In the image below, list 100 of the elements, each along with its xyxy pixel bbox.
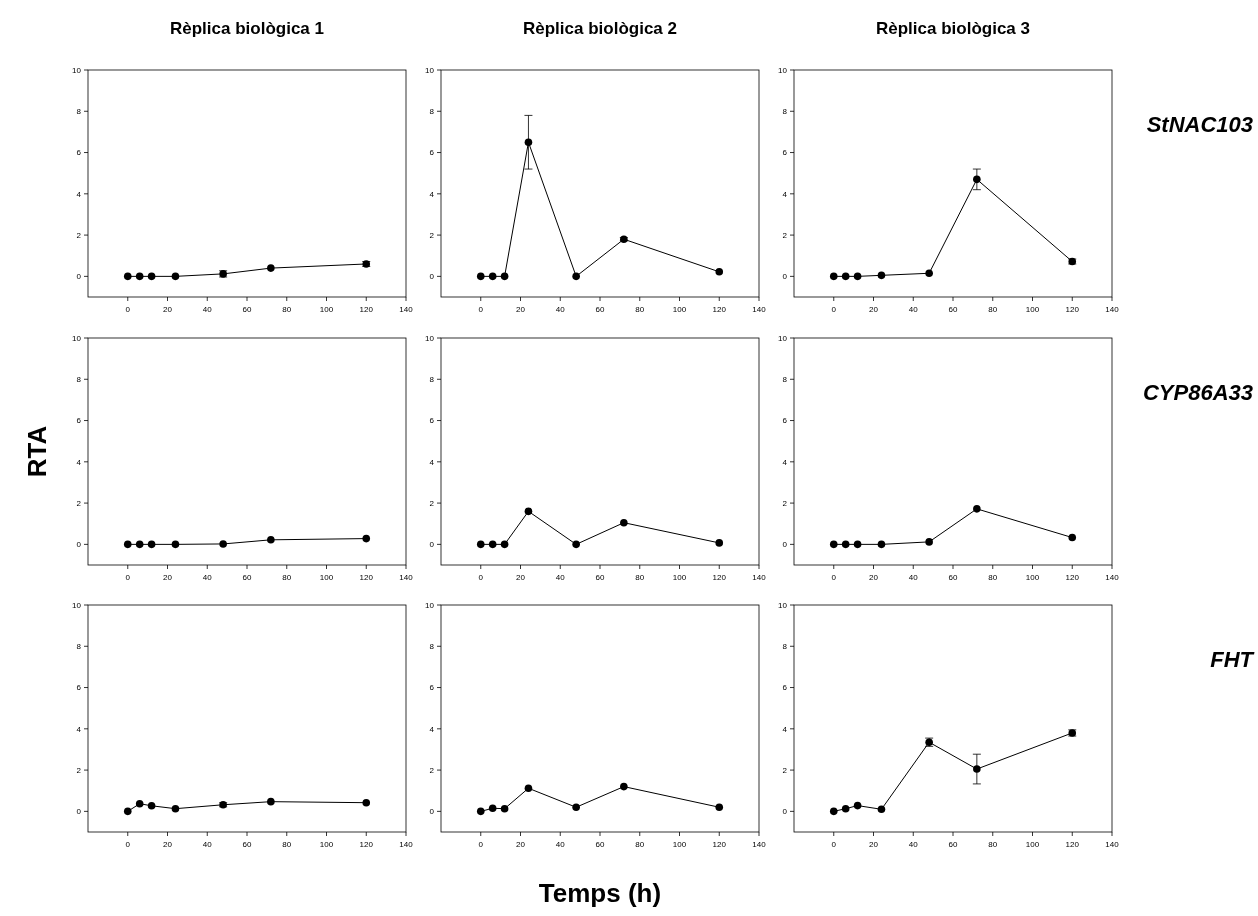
x-tick-label: 140 [399,305,414,314]
x-tick-label: 140 [752,840,767,849]
x-tick-label: 40 [908,305,919,314]
x-tick-label: 140 [399,573,414,582]
point [841,540,850,549]
point [829,272,838,281]
x-tick-label: 20 [869,573,879,582]
x-tick-label: 100 [319,573,334,582]
y-tick-label: 0 [429,272,435,282]
x-tick-label: 120 [1065,305,1080,314]
y-tick-label: 6 [76,148,82,158]
point [500,804,509,813]
x-tick-label: 100 [672,840,687,849]
y-tick-label: 0 [782,272,788,282]
y-axis-title: RTA [22,425,52,478]
point [488,804,497,813]
x-tick-label: 80 [635,305,645,314]
x-tick-label: 60 [948,573,958,582]
y-tick-label: 10 [425,65,435,75]
y-tick-label: 8 [429,375,435,385]
x-tick-label: 120 [712,573,727,582]
chart-title: Rèplica biològica 2 [523,19,677,38]
x-tick-label: 40 [908,573,919,582]
y-tick-label: 8 [76,107,82,117]
y-tick-label: 4 [429,724,435,734]
point [135,272,144,281]
x-tick-label: 40 [555,573,566,582]
y-tick-label: 2 [76,498,82,508]
x-tick-label: 100 [1025,305,1040,314]
y-tick-label: 8 [429,107,435,117]
y-tick-label: 10 [425,600,435,610]
y-tick-label: 4 [76,189,82,199]
point [973,765,981,773]
x-tick-label: 20 [516,573,526,582]
text: FHT [1210,647,1255,672]
y-tick-label: 0 [429,807,435,817]
y-tick-label: 0 [782,540,788,550]
text: CYP86A33 [1142,380,1253,405]
x-tick-label: 0 [831,840,837,849]
point [620,782,628,791]
point [476,807,485,816]
x-tick-label: 40 [908,840,919,849]
x-tick-label: 120 [359,840,374,849]
y-tick-label: 10 [778,600,788,610]
y-tick-label: 8 [782,107,788,117]
x-tick-label: 20 [516,840,526,849]
y-tick-label: 4 [429,457,435,467]
chart-title: Rèplica biològica 1 [170,19,324,38]
x-tick-label: 100 [672,573,687,582]
point [500,272,509,281]
x-tick-label: 0 [831,305,837,314]
x-tick-label: 60 [595,573,605,582]
x-tick-label: 20 [163,573,173,582]
point [500,540,509,549]
y-tick-label: 4 [782,457,788,467]
x-axis-title: Temps (h) [538,878,662,908]
x-tick-label: 0 [125,573,131,582]
point [171,272,180,281]
y-tick-label: 6 [429,148,435,158]
x-tick-label: 0 [478,305,484,314]
x-tick-label: 40 [555,840,566,849]
point [925,269,933,278]
y-tick-label: 4 [429,189,435,199]
y-tick-label: 0 [429,540,435,550]
x-tick-label: 40 [202,573,213,582]
point [877,540,886,549]
point [715,803,724,812]
point [572,272,580,281]
y-tick-label: 10 [72,333,82,343]
x-tick-label: 120 [712,305,727,314]
point [620,518,628,527]
y-tick-label: 4 [76,724,82,734]
y-tick-label: 8 [782,375,788,385]
y-tick-label: 10 [425,333,435,343]
y-tick-label: 4 [782,189,788,199]
point [715,539,724,547]
x-tick-label: 20 [869,305,879,314]
x-tick-label: 0 [125,840,131,849]
x-tick-label: 140 [1105,305,1120,314]
point [973,175,981,184]
point [524,138,533,147]
point [841,804,850,813]
x-tick-label: 100 [1025,573,1040,582]
x-tick-label: 60 [242,573,252,582]
y-tick-label: 4 [76,457,82,467]
x-tick-label: 120 [1065,840,1080,849]
y-tick-label: 2 [782,230,788,240]
x-tick-label: 100 [319,840,334,849]
x-tick-label: 60 [595,840,605,849]
point [829,807,838,816]
x-tick-label: 80 [635,573,645,582]
y-tick-label: 0 [76,272,82,282]
x-tick-label: 80 [282,573,292,582]
x-tick-label: 60 [948,840,958,849]
x-tick-label: 80 [988,840,998,849]
x-tick-label: 40 [555,305,566,314]
point [488,272,497,281]
y-tick-label: 10 [72,600,82,610]
x-tick-label: 120 [712,840,727,849]
y-tick-label: 6 [429,416,435,426]
